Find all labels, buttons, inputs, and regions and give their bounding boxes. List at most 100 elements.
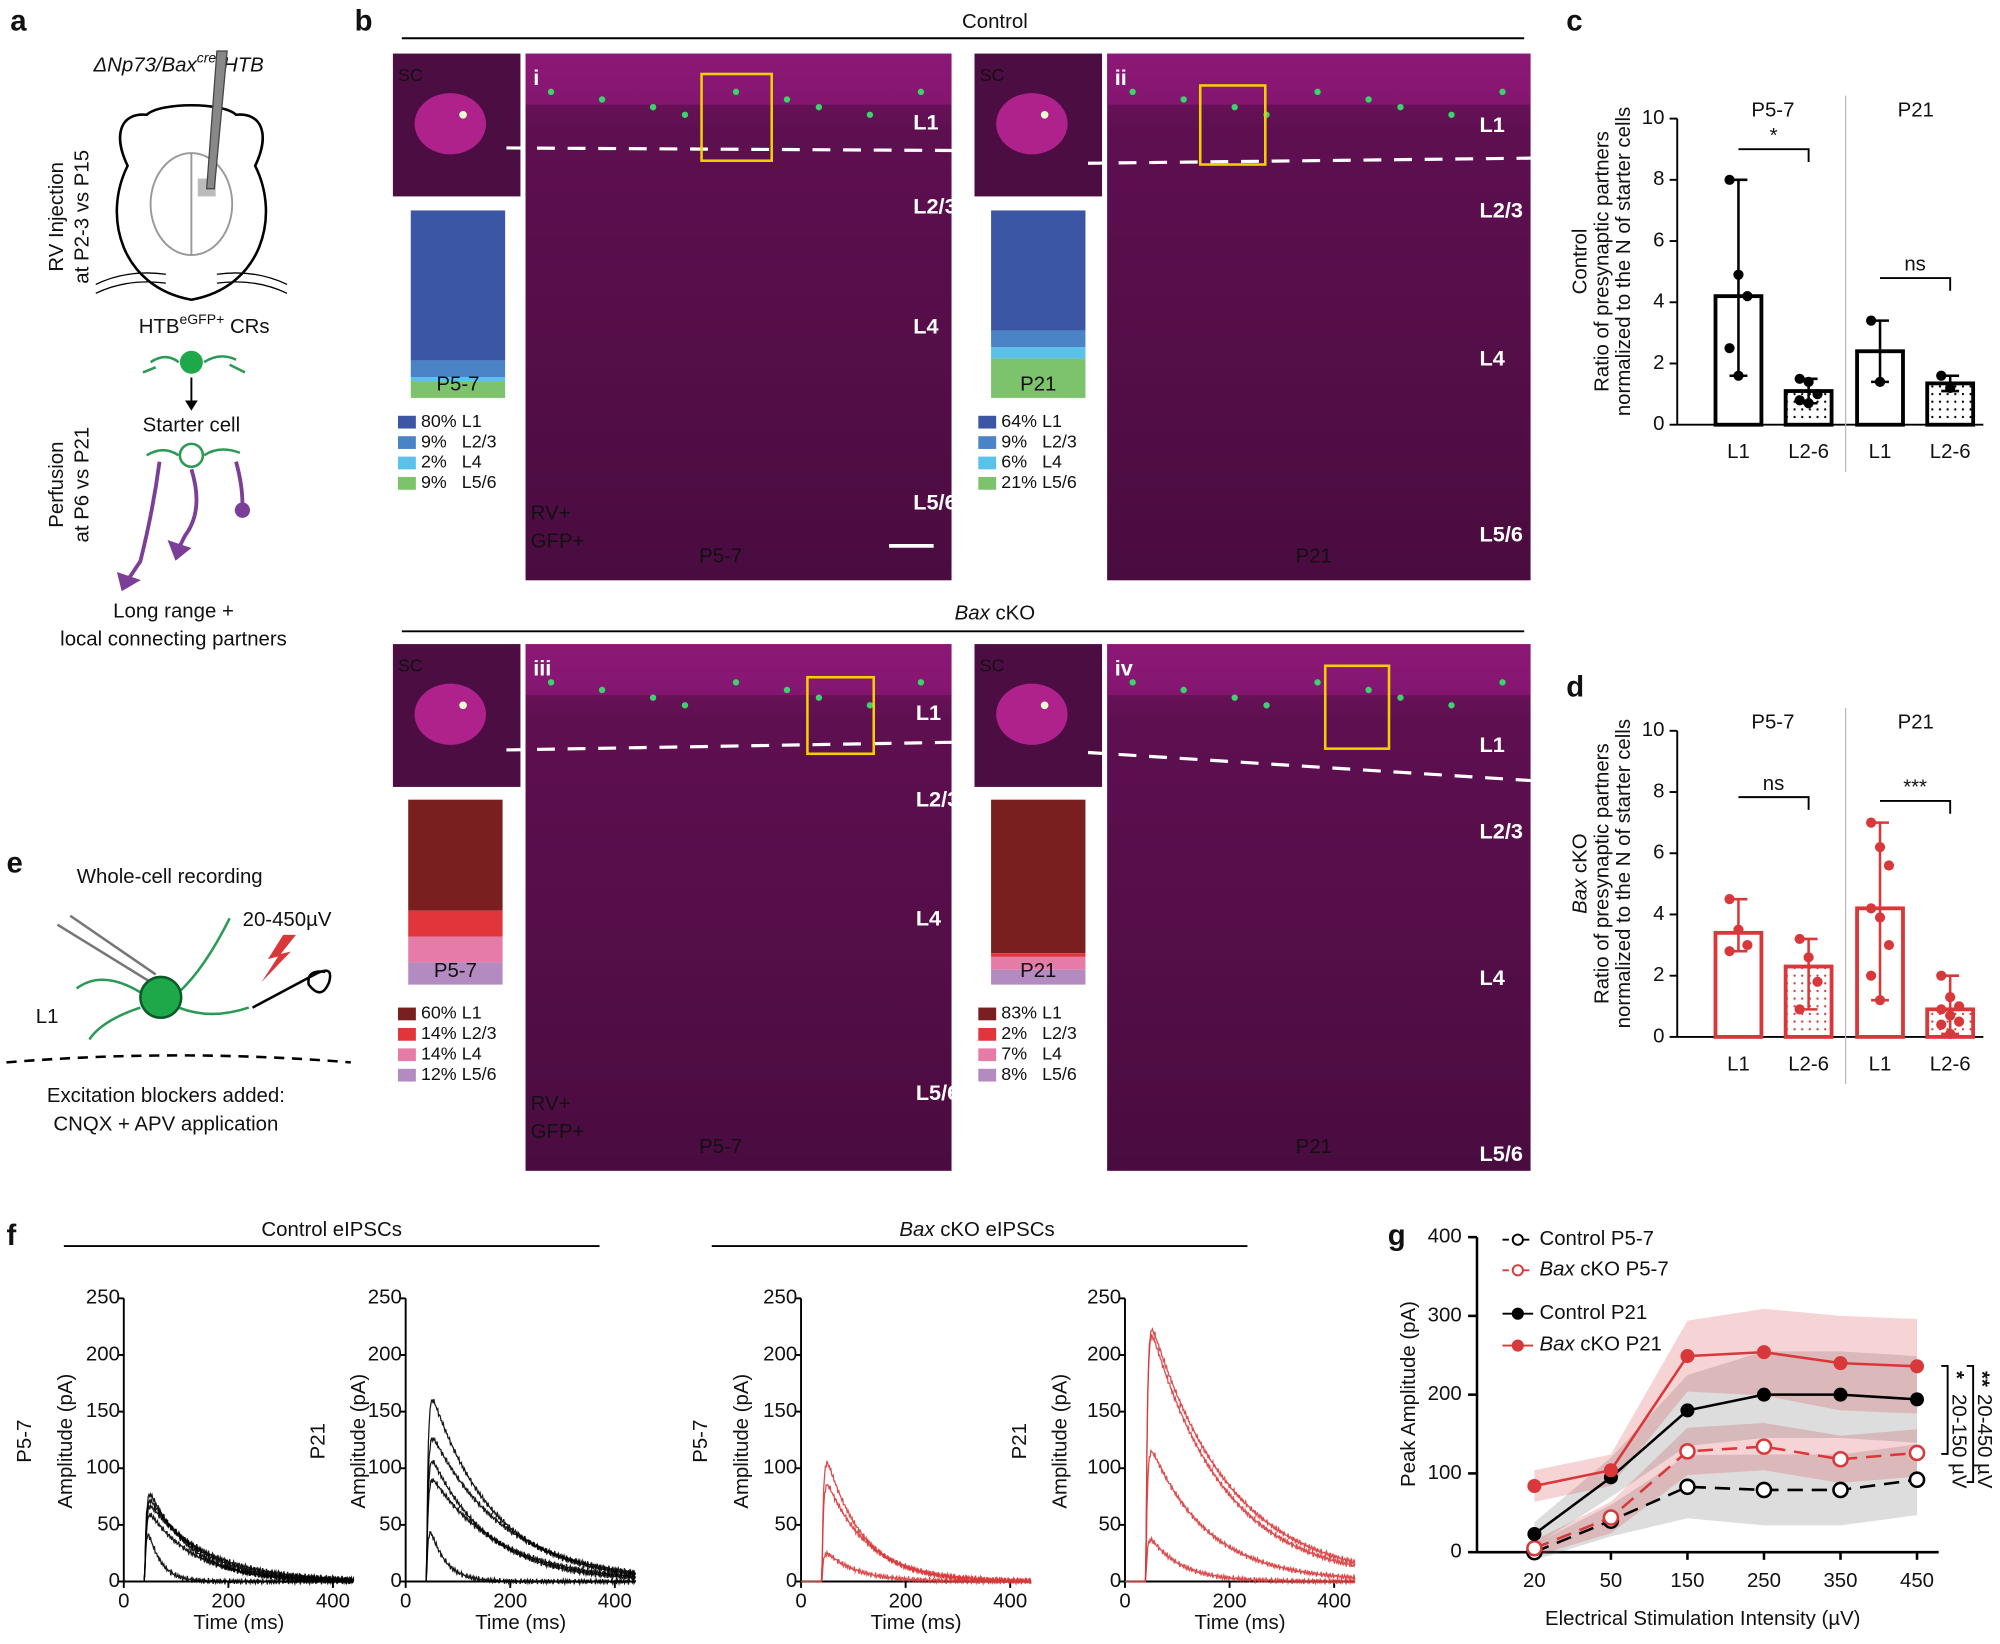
y-axis-title: Amplitude (pA) <box>731 1374 753 1509</box>
legend-value: 6% <box>1001 452 1027 472</box>
series-marker <box>1526 1539 1543 1557</box>
micrograph <box>525 644 952 1171</box>
pipette <box>56 914 157 984</box>
gfp-cell <box>917 679 925 686</box>
inset-label: SC <box>980 65 1005 85</box>
cell-label: HTBeGFP+ CRs <box>139 310 270 338</box>
inset-blob <box>996 93 1068 155</box>
arrow-head <box>185 400 198 411</box>
stain-label: RV+ <box>531 1093 571 1115</box>
x-tick-label: 0 <box>118 1590 129 1612</box>
trace <box>1124 1334 1356 1583</box>
section-title: Bax cKO eIPSCs <box>899 1219 1054 1241</box>
image-numeral: iv <box>1115 655 1133 680</box>
pia-signal <box>525 644 952 696</box>
y-tick-label: 4 <box>1653 903 1664 925</box>
legend-marker <box>1511 1307 1524 1320</box>
row-label: P5-7 <box>14 1420 36 1463</box>
layer-label: L4 <box>913 314 938 339</box>
legend-marker <box>1511 1264 1524 1277</box>
series-line <box>1533 1393 1918 1536</box>
zoom-box <box>700 72 773 162</box>
y-axis-title: normalized to the N of starter cells <box>1613 719 1635 1028</box>
series-marker <box>1756 1387 1771 1402</box>
y-tick-label: 100 <box>763 1457 797 1479</box>
inset-blob <box>414 93 487 155</box>
x-tick-label: L2-6 <box>1788 1053 1829 1075</box>
stack-segment <box>408 910 503 937</box>
y-tick-label: 0 <box>109 1570 120 1592</box>
gfp-cell <box>732 679 740 686</box>
x-tick-label: 250 <box>1747 1570 1781 1592</box>
stain-label: RV+ <box>531 502 571 524</box>
y-tick-label: 200 <box>1428 1383 1462 1405</box>
sig-stars: * <box>1945 1371 1967 1379</box>
x-tick-label: L2-6 <box>1930 441 1971 463</box>
y-tick-label: 400 <box>1428 1226 1462 1248</box>
gfp-cell <box>1180 96 1187 103</box>
bolt <box>261 934 296 983</box>
layer-label: L5/6 <box>1480 521 1523 546</box>
sig-range: 20-150 µV <box>1947 1394 1969 1489</box>
perfusion-text: at P6 vs P21 <box>71 427 93 543</box>
x-tick-label: 200 <box>889 1590 923 1612</box>
y-tick-label: 8 <box>1653 168 1664 190</box>
y-tick-label: 0 <box>1653 1025 1664 1047</box>
data-point <box>1936 1019 1947 1030</box>
gfp-cell <box>1231 103 1238 111</box>
needle <box>206 50 228 190</box>
section-title: Control <box>962 11 1028 33</box>
trace <box>801 1483 1032 1585</box>
data-point <box>1883 939 1895 951</box>
partner-somata <box>116 539 192 592</box>
inset-cell <box>459 110 467 119</box>
legend-value: 14% <box>421 1043 457 1063</box>
data-point <box>1794 933 1805 945</box>
x-axis-title: Time (ms) <box>475 1612 566 1634</box>
y-tick-label: 2 <box>1653 964 1664 986</box>
stack-segment <box>991 969 1086 985</box>
gfp-cell <box>732 88 740 96</box>
y-tick-label: 100 <box>368 1457 402 1479</box>
dashed-boundary <box>506 146 952 153</box>
text-part: Bax <box>955 603 991 625</box>
pia-signal <box>1107 53 1531 105</box>
age-label: P5-7 <box>699 1136 742 1158</box>
legend-layer: L2/3 <box>1042 431 1077 451</box>
sig-stars: ** <box>1970 1371 1992 1387</box>
text-part: cKO <box>1570 833 1592 878</box>
data-point <box>1866 970 1877 981</box>
data-point <box>1733 370 1744 381</box>
sig-bracket <box>1966 1365 1975 1483</box>
text-part: HTB <box>139 316 180 338</box>
layer-label: L1 <box>1480 732 1505 757</box>
series-marker <box>1833 1387 1848 1402</box>
series-marker <box>1527 1527 1542 1542</box>
layer-boundary <box>6 1054 351 1064</box>
trace <box>123 1512 355 1585</box>
y-tick-label: 0 <box>1653 413 1664 435</box>
y-tick-label: 100 <box>1087 1457 1121 1479</box>
gfp-cell <box>1365 686 1372 694</box>
group-label: P21 <box>1898 712 1934 734</box>
legend-swatch <box>398 1068 416 1082</box>
gfp-cell <box>649 694 657 701</box>
legend-swatch <box>398 477 416 490</box>
gfp-cell <box>783 686 791 694</box>
stack-segment <box>991 956 1086 970</box>
age-label: P5-7 <box>699 546 742 568</box>
layer-label: L5/6 <box>913 490 956 515</box>
stack-segment <box>991 358 1086 398</box>
y-tick-label: 100 <box>86 1457 120 1479</box>
data-point <box>1724 894 1735 905</box>
inset-blob <box>414 683 487 745</box>
zoom-box <box>1323 664 1391 750</box>
y-axis-title: Peak Amplitude (pA) <box>1398 1301 1420 1487</box>
y-tick-label: 0 <box>786 1570 797 1592</box>
x-tick-label: L1 <box>1727 1053 1750 1075</box>
trace <box>123 1502 355 1584</box>
panel-letter: c <box>1566 5 1582 38</box>
zoom-box <box>1198 84 1267 166</box>
pia-signal <box>525 53 952 105</box>
